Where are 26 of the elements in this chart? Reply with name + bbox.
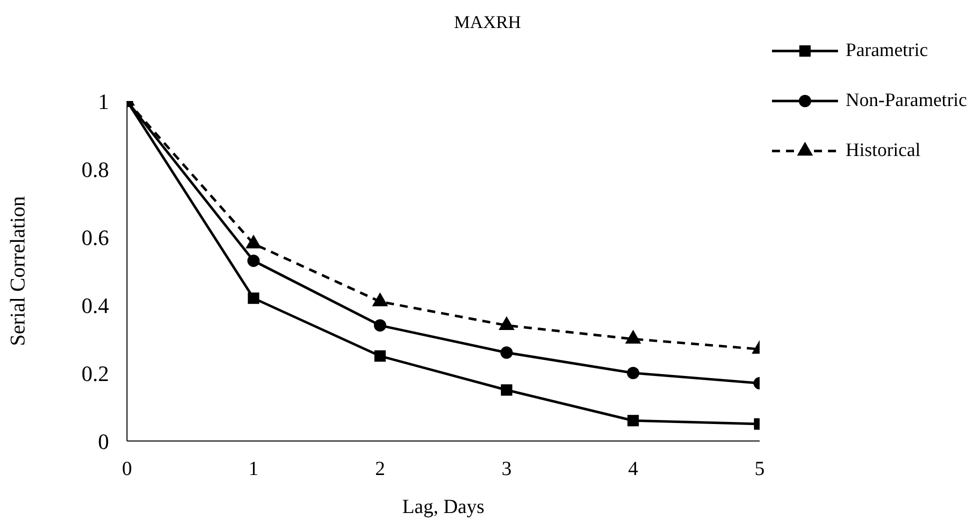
y-tick-label: 1 [98, 88, 109, 114]
x-tick-label: 1 [248, 458, 259, 480]
point [500, 384, 512, 396]
x-tick-label: 4 [628, 458, 638, 480]
point [627, 414, 639, 426]
point [374, 319, 386, 332]
chart-title: MAXRH [452, 12, 522, 33]
legend-label: Historical [846, 140, 921, 162]
point [626, 366, 640, 380]
x-tick-label: 5 [754, 458, 765, 480]
point [374, 350, 386, 362]
y-tick-label: 0.8 [82, 156, 109, 182]
point [248, 292, 260, 304]
x-tick-label: 3 [502, 458, 512, 480]
x-tick-label: 0 [122, 458, 132, 480]
y-tick-label: 0.6 [82, 224, 109, 250]
y-tick-label: 0.2 [82, 360, 109, 386]
legend-label: Parametric [846, 40, 928, 62]
point [247, 254, 260, 267]
y-tick-label: 0.4 [82, 292, 109, 318]
y-tick-label: 0 [98, 428, 109, 454]
legend-label: Non-Parametric [846, 90, 967, 112]
x-tick-label: 2 [375, 458, 386, 480]
point [500, 346, 513, 359]
y-axis-title: Serial Correlation [5, 196, 30, 346]
x-axis-title: Lag, Days [402, 496, 485, 518]
